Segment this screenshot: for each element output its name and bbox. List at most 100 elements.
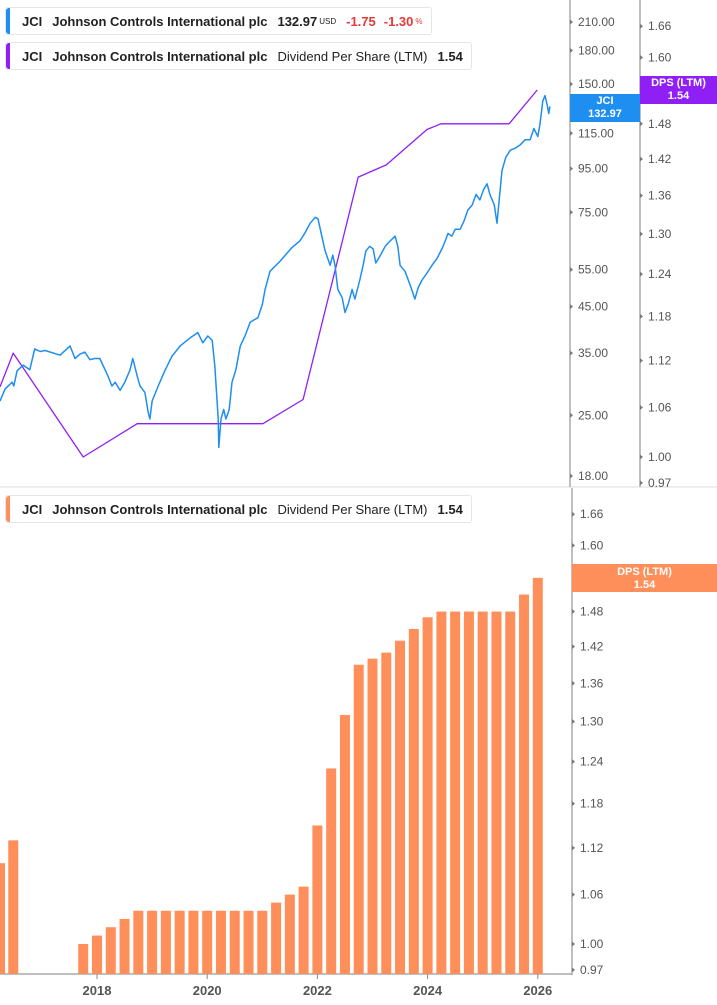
year-tick-label: 2024 bbox=[413, 983, 443, 998]
dps-tick-label-mark bbox=[640, 23, 643, 29]
dps-bar bbox=[381, 652, 392, 974]
legend-metric: Dividend Per Share (LTM) bbox=[277, 501, 428, 517]
tag-line1: DPS (LTM) bbox=[651, 77, 706, 89]
legend-company: Johnson Controls International plc bbox=[52, 501, 268, 517]
price-tick-label: 25.00 bbox=[578, 408, 608, 422]
bottom-dps-tick-label-mark bbox=[572, 845, 575, 851]
bottom-dps-tick-label: 1.18 bbox=[580, 797, 604, 811]
legend-company: Johnson Controls International plc bbox=[52, 13, 268, 29]
price-tick-label: 180.00 bbox=[578, 43, 615, 57]
legend-company: Johnson Controls International plc bbox=[52, 48, 268, 64]
legend-value: 1.54 bbox=[437, 501, 463, 517]
dps-tick-label: 1.36 bbox=[648, 189, 672, 203]
tag-line1: DPS (LTM) bbox=[617, 566, 672, 578]
dps-tick-label-mark bbox=[640, 193, 643, 199]
dps-tick-label: 1.06 bbox=[648, 400, 672, 414]
dps-bar bbox=[298, 886, 309, 974]
dps-tick-label-mark bbox=[640, 121, 643, 127]
dps-tick-label: 1.42 bbox=[648, 152, 672, 166]
dps-bar bbox=[408, 628, 419, 974]
legend-ticker: JCI bbox=[22, 48, 43, 64]
dps-bar bbox=[202, 910, 213, 974]
bottom-dps-tick-label: 1.48 bbox=[580, 605, 604, 619]
price-tick-label-mark bbox=[570, 209, 573, 215]
dps-bar bbox=[215, 910, 226, 974]
dps-tick-label: 1.24 bbox=[648, 267, 672, 281]
dps-tick-label-mark bbox=[640, 54, 643, 60]
price-tick-label: 115.00 bbox=[578, 126, 614, 140]
price-tick-label-mark bbox=[570, 412, 573, 418]
dps-bottom-last-value-tag: DPS (LTM) 1.54 bbox=[572, 564, 717, 592]
dps-bar bbox=[174, 910, 185, 974]
series-color-swatch bbox=[6, 43, 10, 69]
price-tick-label: 210.00 bbox=[578, 15, 615, 29]
dps-bar bbox=[78, 944, 89, 974]
bottom-dps-tick-label: 1.36 bbox=[580, 676, 604, 690]
dps-tick-label: 1.12 bbox=[648, 354, 672, 368]
series-color-swatch bbox=[6, 496, 10, 522]
year-tick-label: 2022 bbox=[303, 983, 332, 998]
dps-bar bbox=[505, 611, 516, 974]
dps-tick-label: 0.97 bbox=[648, 476, 672, 490]
bottom-dps-tick-label-mark bbox=[572, 719, 575, 725]
price-tick-label-mark bbox=[570, 130, 573, 136]
dps-tick-label: 1.30 bbox=[648, 227, 672, 241]
legend-value: 1.54 bbox=[437, 48, 463, 64]
dps-bar bbox=[395, 640, 406, 974]
price-tick-label: 75.00 bbox=[578, 205, 608, 219]
dps-bar bbox=[436, 611, 447, 974]
dps-bar bbox=[229, 910, 240, 974]
dps-bar bbox=[463, 611, 474, 974]
bottom-dps-tick-label: 1.06 bbox=[580, 888, 604, 902]
bottom-dps-tick-label: 1.12 bbox=[580, 841, 604, 855]
price-tick-label: 18.00 bbox=[578, 469, 608, 483]
dps-bar bbox=[8, 840, 19, 974]
dps-bar bbox=[353, 664, 364, 974]
tag-line1: JCI bbox=[596, 95, 614, 107]
dps-tick-label-mark bbox=[640, 231, 643, 237]
legend-dps-bottom[interactable]: JCI Johnson Controls International plc D… bbox=[5, 495, 472, 523]
bottom-dps-tick-label-mark bbox=[572, 892, 575, 898]
price-tick-label: 35.00 bbox=[578, 346, 608, 360]
legend-pct-sign: % bbox=[415, 16, 423, 26]
bottom-dps-tick-label: 1.00 bbox=[580, 937, 604, 951]
bottom-dps-tick-label-mark bbox=[572, 542, 575, 548]
dps-tick-label-mark bbox=[640, 454, 643, 460]
dps-tick-label-mark bbox=[640, 404, 643, 410]
dps-tick-label-mark bbox=[640, 480, 643, 486]
legend-price-value: 132.97 bbox=[277, 13, 318, 29]
legend-ticker: JCI bbox=[22, 13, 43, 29]
bottom-dps-tick-label-mark bbox=[572, 759, 575, 765]
bottom-dps-tick-label-mark bbox=[572, 644, 575, 650]
legend-dps-top[interactable]: JCI Johnson Controls International plc D… bbox=[5, 42, 472, 70]
year-tick-label: 2026 bbox=[523, 983, 552, 998]
dps-bar bbox=[271, 902, 282, 974]
dps-bar bbox=[243, 910, 254, 974]
price-tick-label-mark bbox=[570, 267, 573, 273]
dps-bar bbox=[284, 894, 295, 974]
year-tick-label: 2018 bbox=[83, 983, 112, 998]
dps-tick-label: 1.66 bbox=[648, 19, 672, 33]
legend-change-pct: -1.30 bbox=[383, 13, 414, 29]
dps-tick-label: 1.48 bbox=[648, 117, 672, 131]
price-tick-label: 55.00 bbox=[578, 263, 608, 277]
bottom-dps-tick-label: 1.24 bbox=[580, 755, 604, 769]
dps-tick-label-mark bbox=[640, 156, 643, 162]
tag-line2: 132.97 bbox=[588, 108, 622, 120]
tag-line2: 1.54 bbox=[633, 579, 656, 591]
price-last-value-tag: JCI 132.97 bbox=[570, 94, 640, 122]
bottom-dps-tick-label-mark bbox=[572, 941, 575, 947]
price-tick-label-mark bbox=[570, 47, 573, 53]
bottom-dps-tick-label: 1.42 bbox=[580, 640, 604, 654]
legend-metric: Dividend Per Share (LTM) bbox=[277, 48, 428, 64]
dps-tick-label: 1.60 bbox=[648, 50, 672, 64]
price-tick-label: 45.00 bbox=[578, 300, 608, 314]
dps-bar bbox=[422, 617, 433, 974]
dps-bar bbox=[532, 577, 543, 974]
legend-price[interactable]: JCI Johnson Controls International plc 1… bbox=[5, 7, 432, 35]
bottom-dps-tick-label-mark bbox=[572, 680, 575, 686]
bottom-dps-tick-label: 0.97 bbox=[580, 963, 604, 977]
price-tick-label: 150.00 bbox=[578, 77, 615, 91]
dps-bar bbox=[450, 611, 461, 974]
